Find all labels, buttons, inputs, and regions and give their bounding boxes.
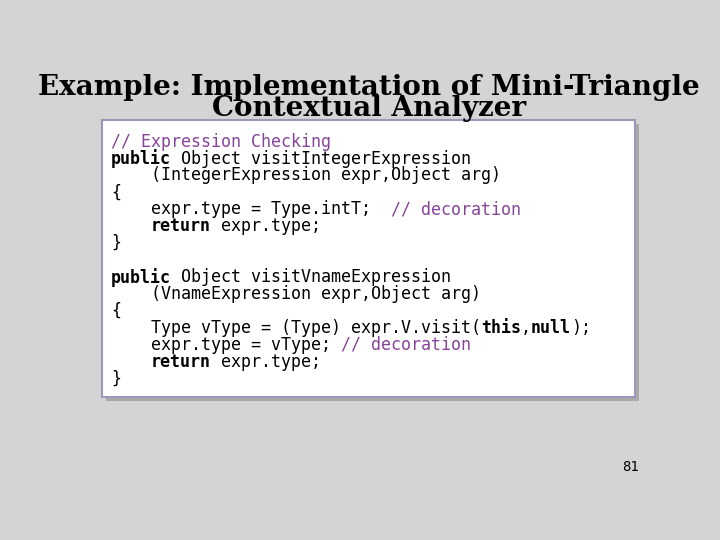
Text: this: this <box>481 319 521 337</box>
Text: Object visitIntegerExpression: Object visitIntegerExpression <box>171 150 471 167</box>
Text: (VnameExpression expr,Object arg): (VnameExpression expr,Object arg) <box>111 285 481 303</box>
Text: Type vType = (Type) expr.V.visit(: Type vType = (Type) expr.V.visit( <box>111 319 481 337</box>
Text: null: null <box>531 319 571 337</box>
Text: Example: Implementation of Mini-Triangle: Example: Implementation of Mini-Triangle <box>38 75 700 102</box>
Text: return: return <box>151 353 211 371</box>
Text: {: { <box>111 302 121 320</box>
Text: 81: 81 <box>622 461 639 475</box>
Text: // Expression Checking: // Expression Checking <box>111 132 331 151</box>
Text: {: { <box>111 184 121 201</box>
Text: (IntegerExpression expr,Object arg): (IntegerExpression expr,Object arg) <box>111 166 501 185</box>
Text: Contextual Analyzer: Contextual Analyzer <box>212 95 526 122</box>
Text: }: } <box>111 234 121 252</box>
Text: Object visitVnameExpression: Object visitVnameExpression <box>171 268 451 286</box>
Text: expr.type;: expr.type; <box>211 217 321 235</box>
Text: // decoration: // decoration <box>341 336 471 354</box>
Text: ,: , <box>521 319 531 337</box>
FancyBboxPatch shape <box>106 124 639 401</box>
Text: return: return <box>151 217 211 235</box>
Text: expr.type = Type.intT;: expr.type = Type.intT; <box>111 200 391 218</box>
Text: expr.type;: expr.type; <box>211 353 321 371</box>
Text: );: ); <box>571 319 591 337</box>
Text: // decoration: // decoration <box>391 200 521 218</box>
Text: public: public <box>111 268 171 287</box>
Text: public: public <box>111 150 171 168</box>
Text: expr.type = vType;: expr.type = vType; <box>111 336 341 354</box>
Text: }: } <box>111 370 121 388</box>
FancyBboxPatch shape <box>102 120 635 397</box>
